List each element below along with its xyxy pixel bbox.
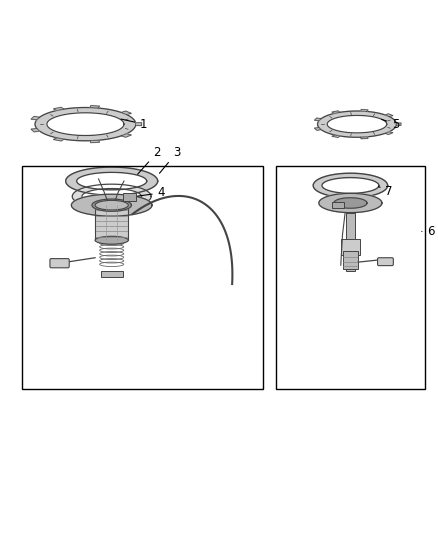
Bar	[123, 193, 136, 201]
Polygon shape	[136, 123, 141, 126]
Text: 7: 7	[378, 184, 393, 198]
Polygon shape	[332, 111, 340, 114]
Polygon shape	[71, 194, 152, 216]
Polygon shape	[332, 135, 340, 138]
Polygon shape	[121, 111, 131, 115]
Polygon shape	[90, 106, 99, 108]
Bar	[343, 251, 358, 269]
Text: 1: 1	[121, 118, 148, 131]
Polygon shape	[314, 127, 321, 130]
Ellipse shape	[95, 200, 128, 210]
Polygon shape	[313, 173, 388, 198]
Polygon shape	[314, 118, 321, 120]
Polygon shape	[53, 107, 64, 110]
Polygon shape	[334, 198, 367, 208]
Polygon shape	[90, 140, 99, 143]
Polygon shape	[327, 115, 387, 133]
Text: 2: 2	[138, 146, 161, 174]
Polygon shape	[82, 189, 141, 204]
Polygon shape	[72, 184, 151, 209]
Bar	[332, 201, 344, 208]
Polygon shape	[385, 114, 393, 117]
Polygon shape	[92, 199, 131, 211]
Bar	[101, 271, 123, 278]
Text: 4: 4	[138, 187, 165, 199]
Text: 6: 6	[422, 225, 435, 238]
Bar	[95, 205, 128, 240]
Polygon shape	[53, 138, 64, 141]
Polygon shape	[385, 132, 393, 134]
FancyBboxPatch shape	[50, 259, 69, 268]
Polygon shape	[31, 128, 39, 132]
Bar	[22, 166, 263, 389]
Polygon shape	[121, 134, 131, 137]
Polygon shape	[360, 109, 368, 111]
Polygon shape	[47, 113, 124, 135]
Bar	[346, 213, 355, 271]
Polygon shape	[31, 116, 39, 120]
Polygon shape	[35, 108, 136, 141]
Bar	[276, 166, 425, 389]
Ellipse shape	[95, 236, 128, 244]
Polygon shape	[396, 123, 401, 125]
Polygon shape	[319, 193, 382, 213]
Polygon shape	[66, 167, 158, 195]
Text: 5: 5	[381, 118, 399, 131]
Polygon shape	[318, 111, 396, 138]
Text: 3: 3	[159, 146, 180, 173]
Bar	[341, 239, 360, 255]
Polygon shape	[322, 177, 379, 193]
FancyBboxPatch shape	[378, 258, 393, 265]
Polygon shape	[77, 172, 147, 190]
Polygon shape	[360, 137, 368, 139]
